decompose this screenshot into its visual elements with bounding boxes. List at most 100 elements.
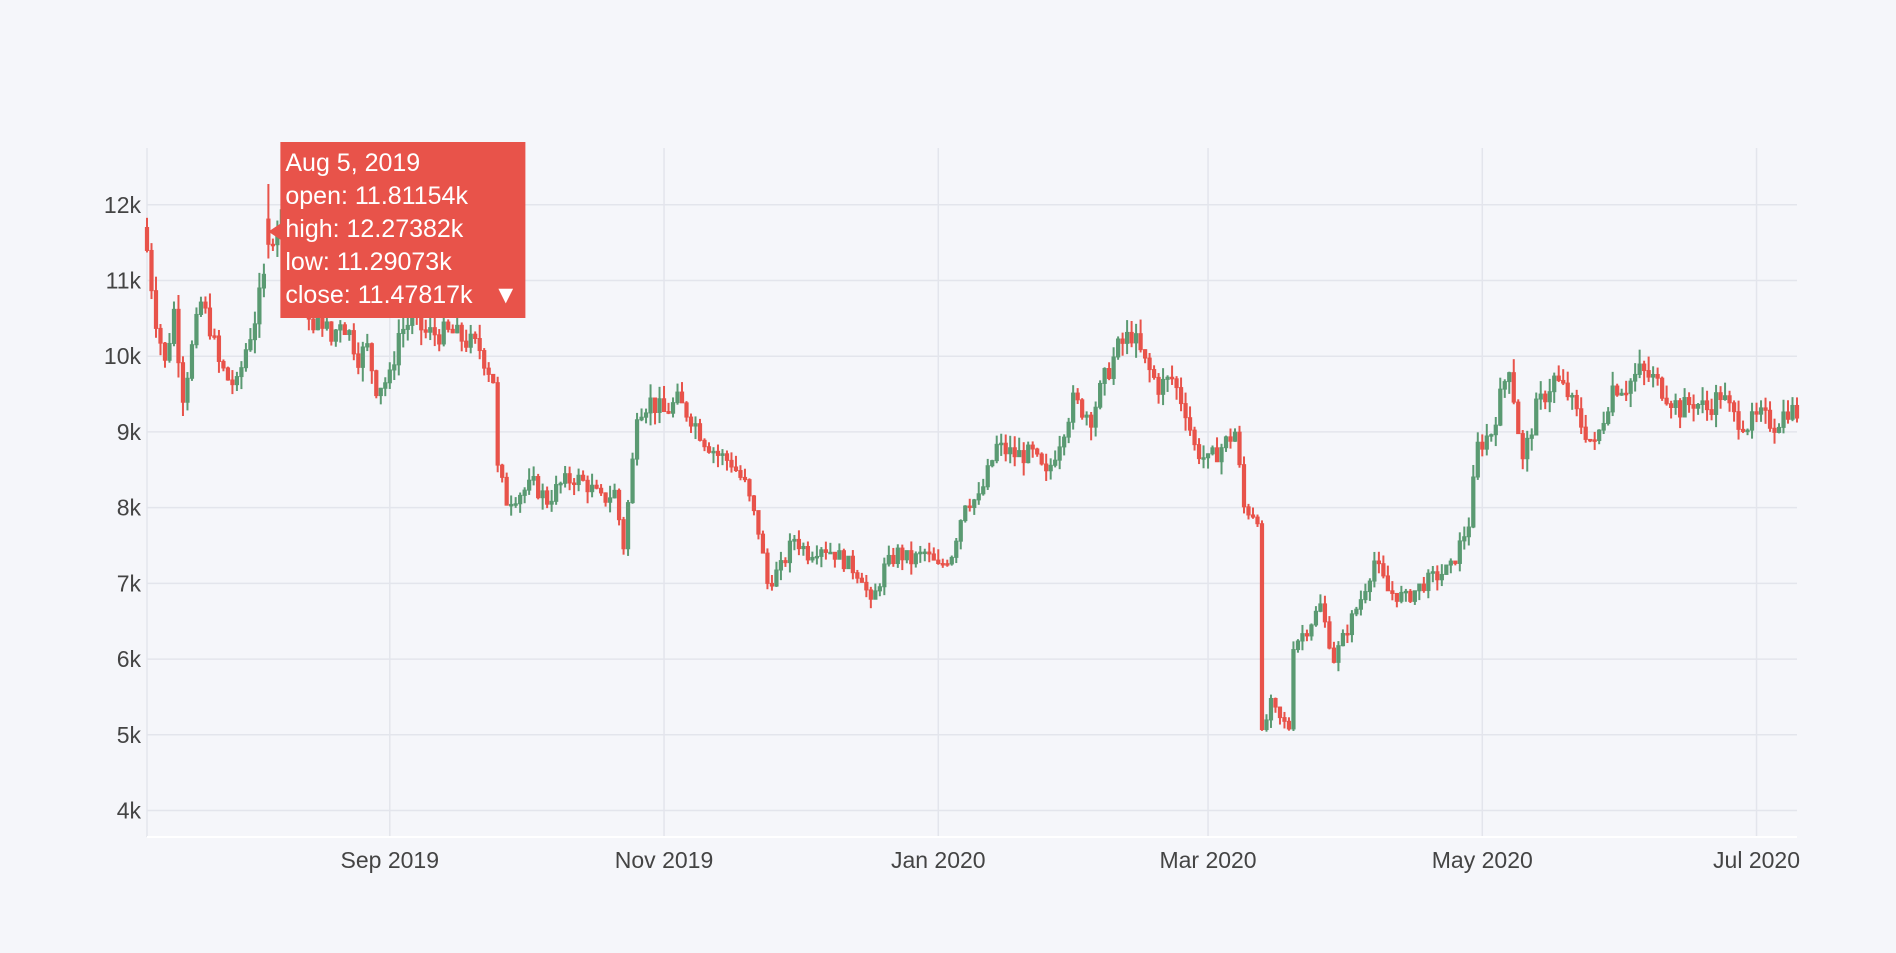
candle[interactable] — [1255, 514, 1260, 527]
candle[interactable] — [1237, 425, 1242, 468]
candle[interactable] — [828, 542, 833, 555]
candle[interactable] — [509, 495, 514, 516]
candle[interactable] — [675, 383, 680, 405]
candle[interactable] — [1246, 503, 1251, 520]
candle[interactable] — [1520, 430, 1525, 470]
candle[interactable] — [612, 483, 617, 499]
candle[interactable] — [1394, 592, 1399, 608]
candle[interactable] — [1372, 551, 1377, 588]
candle[interactable] — [342, 322, 347, 336]
candle[interactable] — [715, 444, 721, 468]
candle[interactable] — [1642, 360, 1647, 386]
candle[interactable] — [747, 478, 752, 502]
candle[interactable] — [1597, 429, 1602, 445]
candle[interactable] — [1754, 402, 1759, 423]
candle[interactable] — [1493, 416, 1498, 447]
candle[interactable] — [580, 470, 586, 482]
candle[interactable] — [180, 356, 186, 417]
candle[interactable] — [1767, 401, 1773, 432]
candle[interactable] — [1677, 398, 1683, 429]
candle[interactable] — [693, 416, 698, 440]
candle[interactable] — [450, 324, 455, 334]
candle[interactable] — [1219, 443, 1224, 475]
candle[interactable] — [1313, 606, 1319, 627]
candle[interactable] — [1660, 376, 1665, 401]
candle[interactable] — [432, 313, 437, 347]
candle[interactable] — [1484, 423, 1489, 456]
candle[interactable] — [1439, 564, 1444, 587]
candle[interactable] — [1713, 384, 1719, 428]
candle[interactable] — [904, 550, 909, 564]
candle[interactable] — [841, 548, 846, 572]
candle[interactable] — [864, 574, 869, 598]
candlestick-series[interactable] — [144, 184, 1800, 732]
candle[interactable] — [360, 341, 365, 382]
candle[interactable] — [742, 468, 748, 483]
candle[interactable] — [1772, 418, 1777, 444]
candle[interactable] — [153, 276, 159, 338]
candle[interactable] — [994, 435, 999, 464]
candle[interactable] — [949, 555, 954, 566]
candle[interactable] — [1740, 420, 1746, 434]
candle[interactable] — [347, 329, 352, 341]
candle[interactable] — [1794, 397, 1800, 423]
candle[interactable] — [1044, 453, 1049, 481]
candle[interactable] — [1142, 349, 1148, 364]
candle[interactable] — [171, 301, 177, 347]
candle[interactable] — [1107, 362, 1112, 381]
candle[interactable] — [792, 534, 797, 551]
candle[interactable] — [459, 322, 464, 352]
candle[interactable] — [1349, 610, 1355, 643]
candle[interactable] — [1345, 624, 1350, 644]
candle[interactable] — [571, 478, 577, 496]
candle[interactable] — [1367, 578, 1373, 601]
candle[interactable] — [1268, 694, 1274, 728]
candle[interactable] — [1026, 441, 1031, 464]
candle[interactable] — [1250, 507, 1256, 519]
candle[interactable] — [1516, 399, 1521, 435]
candle[interactable] — [909, 541, 914, 575]
candle[interactable] — [594, 479, 599, 490]
candle[interactable] — [1309, 623, 1314, 641]
candle[interactable] — [972, 498, 977, 515]
candle[interactable] — [1084, 411, 1089, 426]
candle[interactable] — [621, 516, 626, 555]
candle[interactable] — [477, 324, 482, 360]
candle[interactable] — [216, 329, 222, 373]
candle[interactable] — [1187, 406, 1193, 436]
candle[interactable] — [1133, 323, 1139, 358]
candle[interactable] — [1695, 403, 1701, 415]
candle[interactable] — [500, 463, 505, 483]
candle[interactable] — [423, 319, 428, 339]
candle[interactable] — [958, 519, 963, 550]
candle[interactable] — [1507, 371, 1512, 394]
candle[interactable] — [1066, 417, 1071, 444]
candle[interactable] — [207, 293, 213, 340]
candle[interactable] — [1363, 583, 1368, 604]
candle[interactable] — [365, 333, 370, 352]
candle[interactable] — [1421, 576, 1426, 593]
candle[interactable] — [1601, 411, 1606, 435]
candle[interactable] — [724, 450, 730, 471]
candle[interactable] — [666, 402, 671, 415]
candle[interactable] — [1178, 377, 1184, 412]
candle[interactable] — [1120, 332, 1125, 356]
candle[interactable] — [891, 547, 896, 567]
candle[interactable] — [1241, 456, 1247, 514]
candle[interactable] — [1700, 387, 1705, 414]
candle[interactable] — [1273, 697, 1278, 713]
candle[interactable] — [167, 333, 172, 363]
candle[interactable] — [1214, 437, 1220, 463]
candle[interactable] — [482, 348, 487, 376]
candle[interactable] — [1453, 560, 1458, 566]
candle[interactable] — [697, 418, 703, 442]
candle[interactable] — [1304, 629, 1310, 642]
candle[interactable] — [473, 331, 478, 344]
candle[interactable] — [567, 466, 572, 491]
candle[interactable] — [1624, 380, 1629, 402]
candle[interactable] — [1430, 566, 1435, 583]
candle[interactable] — [778, 551, 784, 581]
candle[interactable] — [679, 382, 685, 404]
candle[interactable] — [1579, 397, 1584, 435]
candle[interactable] — [1201, 445, 1206, 469]
